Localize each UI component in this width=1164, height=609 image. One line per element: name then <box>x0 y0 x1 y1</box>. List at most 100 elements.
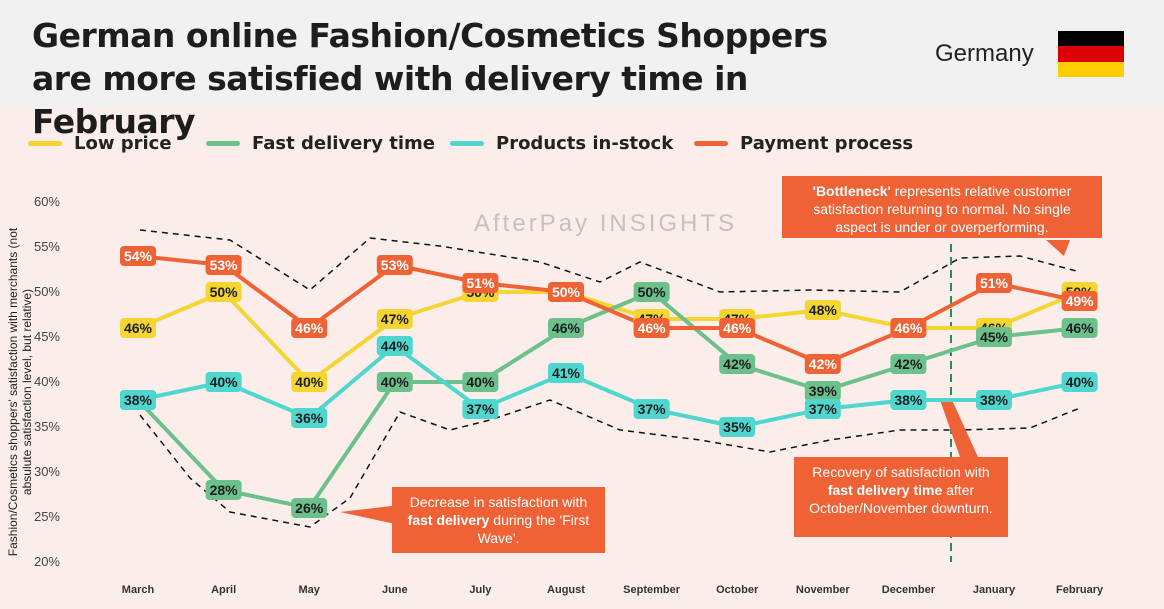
series-line-2 <box>136 344 1082 429</box>
legend-item-products-in-stock: Products in-stock <box>450 128 673 158</box>
data-label-bg <box>462 273 499 293</box>
flag-stripe-red <box>1058 46 1124 62</box>
data-label: 50% <box>205 282 242 302</box>
x-tick-label: May <box>298 584 320 596</box>
data-label-text: 37% <box>466 401 495 417</box>
data-label: 46% <box>548 318 584 338</box>
data-label-text: 40% <box>295 374 324 390</box>
data-label: 51% <box>976 273 1012 293</box>
data-label-text: 41% <box>552 365 581 381</box>
data-label: 53% <box>376 255 413 275</box>
data-label-text: 35% <box>723 419 752 435</box>
legend-swatch <box>206 140 240 146</box>
data-label-text: 50% <box>638 284 667 300</box>
x-tick-label: February <box>1056 584 1104 596</box>
data-label: 35% <box>719 417 756 437</box>
data-label-bg <box>633 399 670 419</box>
x-tick-label: October <box>716 584 759 596</box>
data-label-text: 39% <box>809 383 838 399</box>
data-label: 46% <box>890 318 927 338</box>
data-label-text: 50% <box>210 284 239 300</box>
data-label-bg <box>462 372 499 392</box>
data-label-text: 54% <box>124 248 153 264</box>
y-tick-label: 60% <box>34 194 60 209</box>
data-label: 38% <box>120 390 156 410</box>
data-label-bg <box>890 390 927 410</box>
data-label-text: 53% <box>381 257 410 273</box>
y-tick-label: 20% <box>34 554 60 569</box>
data-label-text: 46% <box>124 320 153 336</box>
data-label: 40% <box>291 372 328 392</box>
data-label: 42% <box>804 354 841 374</box>
data-label: 39% <box>804 381 841 401</box>
data-label: 49% <box>1061 291 1098 311</box>
page-title: German online Fashion/Cosmetics Shoppers… <box>32 14 912 143</box>
data-label: 37% <box>804 399 841 419</box>
legend-swatch <box>694 140 728 146</box>
x-tick-label: January <box>973 584 1016 596</box>
upper-envelope <box>139 229 1081 293</box>
data-label-text: 51% <box>466 275 495 291</box>
data-label-text: 38% <box>124 392 153 408</box>
data-label-text: 47% <box>381 311 410 327</box>
data-label: 36% <box>291 408 328 428</box>
legend-label: Low price <box>74 132 172 154</box>
data-label-bg <box>976 273 1012 293</box>
data-label: 45% <box>976 327 1012 347</box>
flag-stripe-gold <box>1058 61 1124 77</box>
callout-text: after October/November downturn. <box>809 482 993 516</box>
data-label-text: 50% <box>552 284 581 300</box>
data-label-bg <box>719 417 756 437</box>
data-label-bg <box>376 336 413 356</box>
data-label: 40% <box>1061 372 1098 392</box>
legend-label: Products in-stock <box>496 132 674 154</box>
data-label-bg <box>804 354 841 374</box>
data-label-text: 46% <box>894 320 923 336</box>
legend-item-low-price: Low price <box>28 128 172 158</box>
data-label: 40% <box>205 372 242 392</box>
title-line-1: German online Fashion/Cosmetics Shoppers <box>32 16 828 55</box>
data-label: 37% <box>633 399 670 419</box>
bottleneck-callout: 'Bottleneck' represents relative custome… <box>782 176 1102 238</box>
data-label: 26% <box>291 498 328 518</box>
data-label-bg <box>719 318 756 338</box>
data-label-bg <box>205 255 242 275</box>
watermark: AfterPay INSIGHTS <box>474 210 738 237</box>
data-label-bg <box>291 408 328 428</box>
data-label-text: 42% <box>809 356 838 372</box>
data-label-bg <box>205 480 242 500</box>
data-label-bg <box>1061 372 1098 392</box>
chart-legend: Low price Fast delivery time Products in… <box>0 128 1164 158</box>
bottleneck-callout-pointer <box>1046 240 1070 256</box>
data-label-text: 46% <box>638 320 667 336</box>
y-tick-label: 35% <box>34 419 60 434</box>
y-tick-label: 40% <box>34 374 60 389</box>
data-label-text: 46% <box>723 320 752 336</box>
data-label: 42% <box>719 354 756 374</box>
data-label-text: 46% <box>552 320 581 336</box>
x-tick-label: August <box>547 584 585 596</box>
data-label-bg <box>291 498 328 518</box>
data-label-bg <box>804 381 841 401</box>
x-tick-label: July <box>469 584 492 596</box>
callout-text: Decrease in satisfaction with <box>409 494 588 510</box>
data-label-text: 49% <box>1066 293 1095 309</box>
data-label-text: 48% <box>809 302 838 318</box>
title-line-2: are more satisfied with delivery time in… <box>32 59 748 141</box>
legend-swatch <box>450 140 484 146</box>
data-label-text: 51% <box>980 275 1009 291</box>
callout-bold: 'Bottleneck' <box>812 183 891 199</box>
legend-swatch <box>28 140 62 146</box>
y-tick-label: 45% <box>34 329 60 344</box>
legend-label: Payment process <box>740 132 914 154</box>
data-label-text: 37% <box>809 401 838 417</box>
data-label-bg <box>462 399 499 419</box>
x-tick-label: April <box>211 584 236 596</box>
data-label-text: 26% <box>295 500 324 516</box>
callout-bold: fast delivery time <box>827 482 943 498</box>
callout-text: represents relative customer satisfactio… <box>813 183 1072 235</box>
data-label: 28% <box>205 480 242 500</box>
data-label: 46% <box>120 318 156 338</box>
data-label-bg <box>633 282 670 302</box>
y-tick-label: 50% <box>34 284 60 299</box>
